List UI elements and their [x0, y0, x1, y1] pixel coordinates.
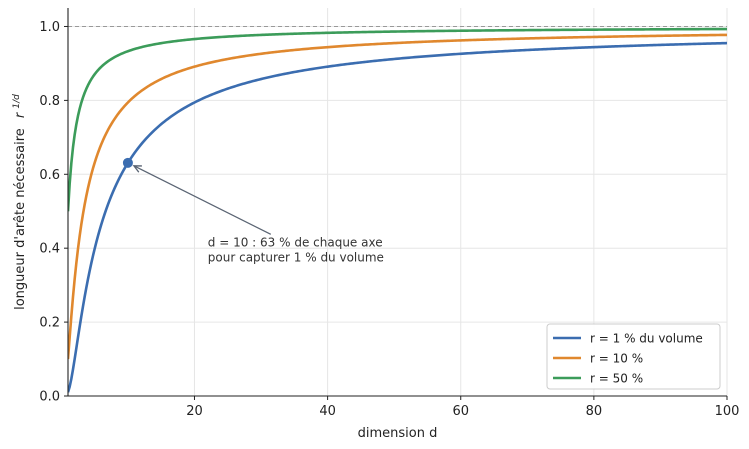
annotation-line-1: d = 10 : 63 % de chaque axe	[208, 235, 383, 249]
y-axis-label-exponent: 1/d	[12, 94, 22, 109]
legend: r = 1 % du volume r = 10 % r = 50 %	[546, 323, 721, 390]
y-tick-label: 0.0	[39, 390, 60, 405]
x-tick-label: 60	[452, 404, 469, 419]
y-tick-label: 1.0	[39, 20, 60, 35]
highlight-point	[122, 157, 133, 168]
annotation-arrow	[133, 165, 272, 235]
y-axis-label-base: r	[13, 111, 28, 118]
x-tick-label: 20	[186, 404, 203, 419]
annotation-line-2: pour capturer 1 % du volume	[208, 250, 384, 264]
x-ticks: 20 40 60 80 100	[186, 396, 739, 419]
y-tick-label: 0.8	[39, 94, 60, 109]
y-axis-label-text: longueur d'arête nécessaire	[13, 128, 28, 310]
y-axis-label: longueur d'arête nécessaire r 1/d	[12, 94, 28, 310]
legend-label-1: r = 1 % du volume	[590, 332, 703, 346]
series-line-2	[68, 33, 727, 360]
y-tick-label: 0.4	[39, 242, 60, 257]
legend-label-3: r = 50 %	[590, 372, 643, 386]
legend-label-2: r = 10 %	[590, 352, 643, 366]
y-tick-label: 0.2	[39, 316, 60, 331]
annotation: d = 10 : 63 % de chaque axe pour capture…	[122, 157, 387, 264]
x-tick-label: 80	[586, 404, 603, 419]
legend-box	[546, 323, 721, 390]
annotation-arrow-head	[132, 165, 142, 173]
series-lines	[68, 27, 727, 393]
x-axis-label: dimension d	[358, 426, 438, 441]
x-tick-label: 100	[715, 404, 740, 419]
y-ticks: 0.0 0.2 0.4 0.6 0.8 1.0	[39, 20, 68, 405]
series-line-1	[68, 41, 727, 393]
series-line-3	[68, 27, 727, 212]
annotation-text: d = 10 : 63 % de chaque axe pour capture…	[208, 235, 387, 264]
y-tick-label: 0.6	[39, 168, 60, 183]
legend-items: r = 1 % du volume r = 10 % r = 50 %	[553, 332, 703, 386]
x-tick-label: 40	[319, 404, 336, 419]
axes	[67, 8, 727, 397]
